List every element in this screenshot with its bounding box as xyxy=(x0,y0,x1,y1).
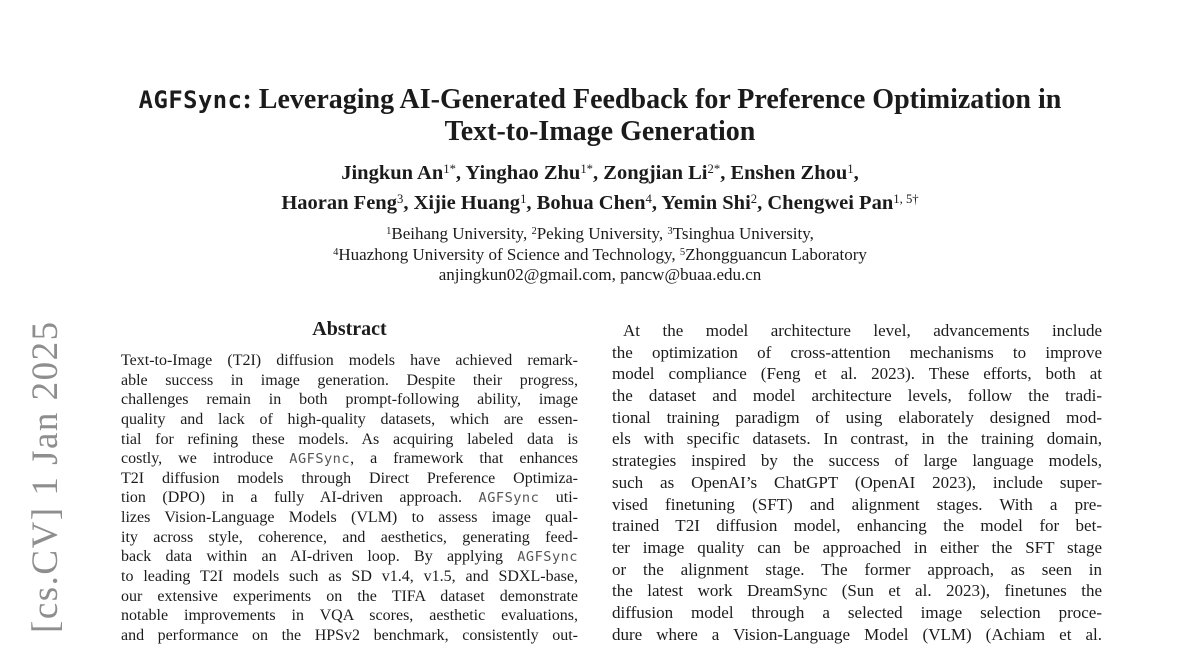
author-line: Haoran Feng3, Xijie Huang1, Bohua Chen4,… xyxy=(281,192,919,214)
body-line: tional training paradigm of using elabor… xyxy=(612,407,1102,427)
abstract-body: Text-to-Image (T2I) diffusion models hav… xyxy=(121,351,578,646)
abstract-line: challenges remain in both prompt-followi… xyxy=(121,391,578,409)
body-line: or the alignment stage. The former appro… xyxy=(612,559,1102,579)
abstract-line: Text-to-Image (T2I) diffusion models hav… xyxy=(121,352,578,369)
body-line: els with specific datasets. In contrast,… xyxy=(612,429,1102,449)
abstract-line: our extensive experiments on the TIFA da… xyxy=(121,587,578,605)
abstract-line: quality and lack of high-quality dataset… xyxy=(121,410,578,428)
body-line: such as OpenAI’s ChatGPT (OpenAI 2023), … xyxy=(612,472,1102,492)
body-line: trained T2I diffusion model, enhancing t… xyxy=(612,516,1102,536)
affiliation-line: 1Beihang University, 2Peking University,… xyxy=(386,224,814,243)
author-list: Jingkun An1*, Yinghao Zhu1*, Zongjian Li… xyxy=(0,158,1200,218)
paper-title-line: Text-to-Image Generation xyxy=(444,116,756,147)
abstract-line: tion (DPO) in a fully AI-driven approach… xyxy=(121,489,578,507)
affiliations-block: 1Beihang University, 2Peking University,… xyxy=(0,224,1200,286)
abstract-line: able success in image generation. Despit… xyxy=(121,371,578,389)
emails-line: anjingkun02@gmail.com, pancw@buaa.edu.cn xyxy=(438,265,762,284)
body-line: vised finetuning (SFT) and alignment sta… xyxy=(612,494,1102,514)
body-line: strategies inspired by the success of la… xyxy=(612,451,1102,471)
affiliation-line: 4Huazhong University of Science and Tech… xyxy=(333,244,867,264)
body-line: the latest work DreamSync (Sun et al. 20… xyxy=(612,581,1102,601)
arxiv-category-watermark: [cs.CV] 1 Jan 2025 xyxy=(25,320,66,633)
abstract-line: costly, we introduce AGFSync, a framewor… xyxy=(121,450,578,468)
introduction-column: At the model architecture level, advance… xyxy=(612,320,1102,645)
body-line: model compliance (Feng et al. 2023). The… xyxy=(612,364,1102,384)
body-line: dure where a Vision-Language Model (VLM)… xyxy=(612,624,1102,644)
author-line: Jingkun An1*, Yinghao Zhu1*, Zongjian Li… xyxy=(341,162,859,184)
paper-title: AGFSync: Leveraging AI-Generated Feedbac… xyxy=(0,84,1200,147)
abstract-line: notable improvements in VQA scores, aest… xyxy=(121,607,578,625)
body-line: the optimization of cross-attention mech… xyxy=(612,342,1102,362)
abstract-line: and performance on the HPSv2 benchmark, … xyxy=(121,626,578,644)
abstract-line: to leading T2I models such as SD v1.4, v… xyxy=(121,568,578,586)
abstract-line: lizes Vision-Language Models (VLM) to as… xyxy=(121,509,578,527)
body-line: the dataset and model architecture level… xyxy=(612,386,1102,406)
abstract-heading: Abstract xyxy=(312,318,387,340)
abstract-section: Abstract Text-to-Image (T2I) diffusion m… xyxy=(121,318,578,646)
body-line: diffusion model through a selected image… xyxy=(612,602,1102,622)
paper-title-line: AGFSync: Leveraging AI-Generated Feedbac… xyxy=(138,84,1062,115)
abstract-line: ity across style, coherence, and aesthet… xyxy=(121,528,578,546)
abstract-line: T2I diffusion models through Direct Pref… xyxy=(121,469,578,487)
abstract-line: back data within an AI-driven loop. By a… xyxy=(121,548,578,566)
body-line: At the model architecture level, advance… xyxy=(623,321,1102,340)
body-line: ter image quality can be approached in e… xyxy=(612,537,1102,557)
abstract-line: tial for refining these models. As acqui… xyxy=(121,430,578,448)
